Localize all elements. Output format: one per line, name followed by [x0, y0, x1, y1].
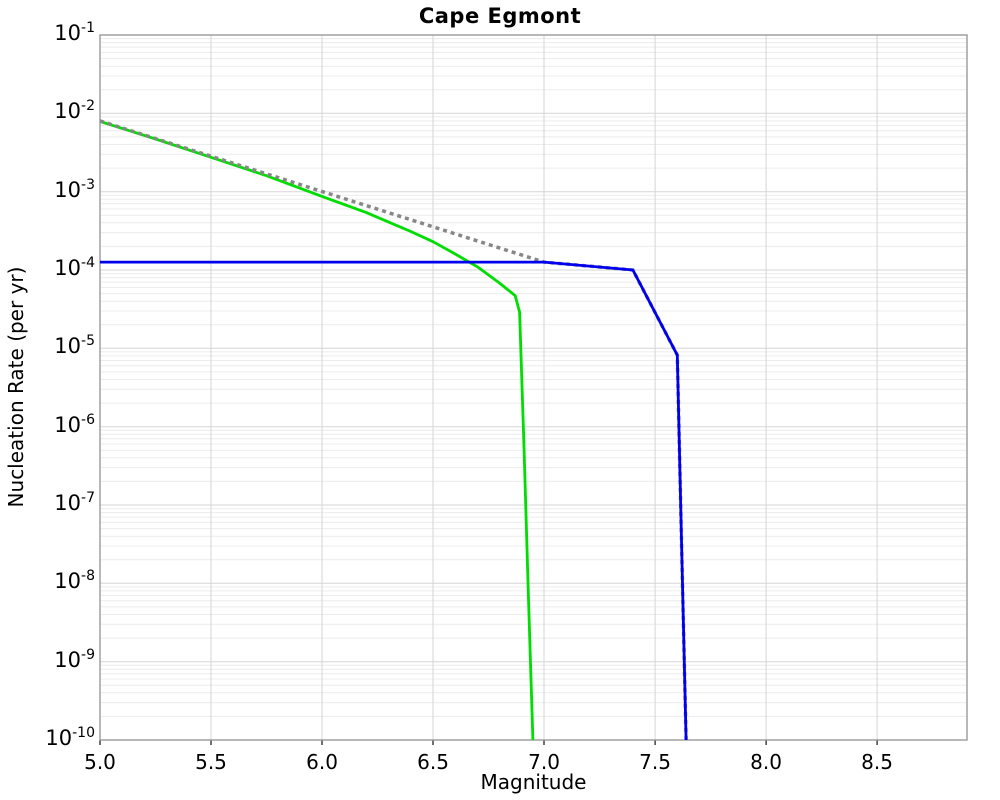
- chart-title: Cape Egmont: [418, 4, 582, 28]
- x-tick-label: 8.0: [750, 750, 782, 774]
- x-tick-label: 5.0: [84, 750, 116, 774]
- x-tick-label: 6.0: [306, 750, 338, 774]
- x-tick-label: 7.0: [528, 750, 560, 774]
- y-tick-label: 10-5: [54, 333, 95, 359]
- x-tick-label: 5.5: [195, 750, 227, 774]
- x-tick-label: 7.5: [639, 750, 671, 774]
- y-tick-label: 10-7: [54, 490, 95, 515]
- y-tick-label: 10-2: [54, 98, 95, 124]
- y-tick-label: 10-8: [54, 568, 95, 594]
- capped-rate-curve: [100, 260, 688, 741]
- y-tick-label: 10-3: [54, 176, 95, 202]
- y-tick-label: 10-9: [54, 646, 95, 672]
- plot-frame: [99, 34, 968, 741]
- y-tick-label: 10-6: [54, 411, 95, 437]
- y-tick-label: 10-10: [45, 725, 95, 750]
- x-tick-label: 8.5: [861, 750, 893, 774]
- y-tick-label: 10-4: [54, 255, 95, 280]
- y-tick-label: 10-1: [54, 20, 95, 45]
- x-axis-label: Magnitude: [480, 770, 587, 794]
- y-axis-label: Nucleation Rate (per yr): [4, 266, 28, 508]
- x-tick-label: 6.5: [417, 750, 449, 774]
